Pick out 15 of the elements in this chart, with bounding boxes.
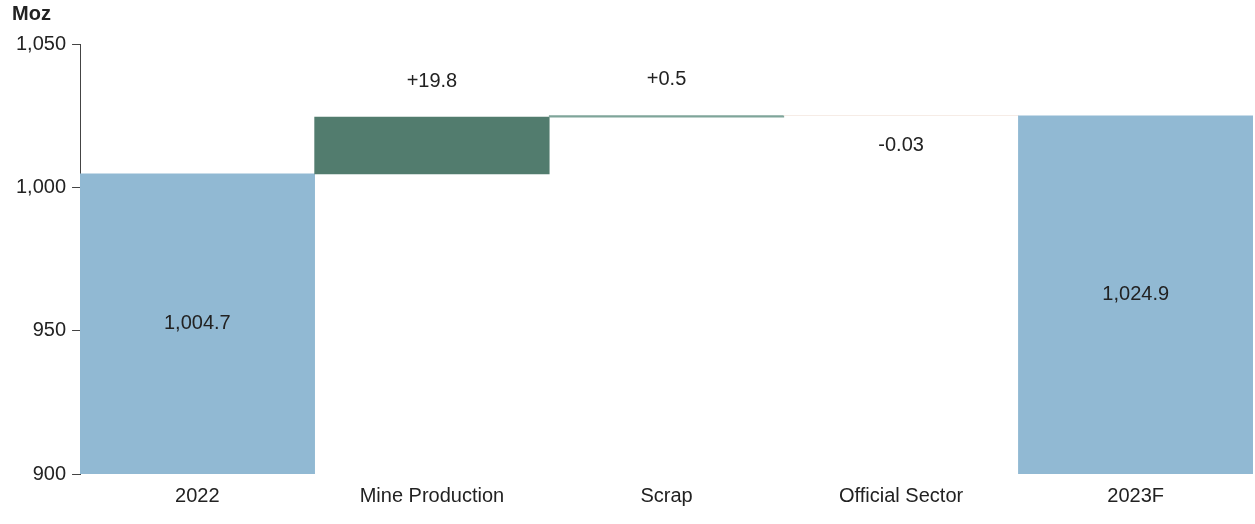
y-tick-label: 950 (32, 318, 67, 341)
x-tick-label: Scrap (640, 483, 693, 506)
y-axis-title: Moz (12, 1, 51, 24)
x-tick-label: Mine Production (359, 483, 505, 506)
y-tick-label: 1,000 (15, 174, 67, 197)
x-tick-label: 2022 (175, 483, 220, 506)
data-label: -0.03 (878, 133, 924, 156)
x-tick-label: Official Sector (839, 483, 964, 506)
x-tick-label: 2023F (1107, 483, 1165, 506)
y-tick-label: 1,050 (15, 31, 67, 54)
y-tick-label: 900 (32, 461, 67, 484)
data-label: 1,024.9 (1102, 282, 1170, 305)
data-label: +19.8 (406, 68, 458, 91)
data-label: 1,004.7 (163, 311, 231, 334)
data-label: +0.5 (646, 67, 687, 90)
